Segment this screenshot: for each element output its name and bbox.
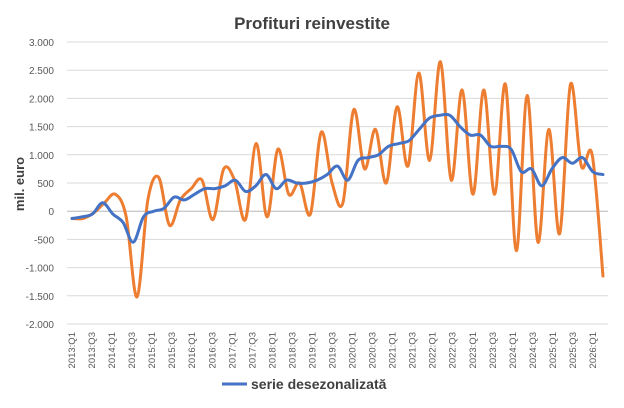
legend-label: serie desezonalizată	[251, 376, 387, 392]
chart-title: Profituri reinvestite	[234, 14, 390, 33]
y-tick-label: 2.500	[29, 66, 54, 77]
y-tick-label: -1.500	[26, 292, 55, 303]
y-tick-label: 500	[37, 179, 54, 190]
x-tick-label: 2013:Q3	[87, 332, 98, 368]
x-tick-label: 2015:Q3	[167, 332, 178, 368]
x-tick-label: 2022:Q1	[428, 332, 439, 368]
x-tick-label: 2024:Q1	[508, 332, 519, 368]
x-tick-label: 2022:Q3	[448, 332, 459, 368]
series-seasonally-adjusted	[70, 112, 605, 244]
series-line	[70, 60, 605, 299]
x-tick-label: 2014:Q3	[127, 332, 138, 368]
x-tick-label: 2020:Q3	[368, 332, 379, 368]
y-tick-label: 3.000	[29, 38, 54, 49]
x-tick-label: 2014:Q1	[107, 332, 118, 368]
x-tick-label: 2021:Q1	[388, 332, 399, 368]
y-tick-label: 1.500	[29, 123, 54, 134]
x-tick-label: 2026:Q1	[588, 332, 599, 368]
legend: serie desezonalizată	[222, 376, 387, 392]
x-tick-label: 2019:Q1	[307, 332, 318, 368]
y-axis-label: mil. euro	[12, 157, 27, 211]
x-tick-label: 2013:Q1	[67, 332, 78, 368]
x-tick-label: 2019:Q3	[327, 332, 338, 368]
gridlines	[67, 41, 608, 325]
y-tick-label: 0	[48, 207, 54, 218]
y-tick-label: 2.000	[29, 94, 54, 105]
x-tick-label: 2025:Q3	[568, 332, 579, 368]
x-tick-label: 2016:Q3	[207, 332, 218, 368]
x-tick-label: 2018:Q3	[287, 332, 298, 368]
x-tick-label: 2017:Q3	[247, 332, 258, 368]
x-axis-tick-labels: 2013:Q1 2013:Q3 2014:Q1 2014:Q3 2015:Q1 2015:…	[67, 332, 599, 368]
x-tick-label: 2015:Q1	[147, 332, 158, 368]
series-lines	[70, 60, 605, 299]
x-tick-label: 2025:Q1	[548, 332, 559, 368]
x-tick-label: 2018:Q1	[267, 332, 278, 368]
y-axis-tick-labels: -2.000 -1.500 -1.000 -500 0 500 1.000 1.500 2.00…	[26, 38, 55, 331]
x-tick-label: 2024:Q3	[528, 332, 539, 368]
y-tick-label: -1.000	[26, 264, 55, 275]
x-tick-label: 2020:Q1	[348, 332, 359, 368]
x-tick-label: 2023:Q3	[488, 332, 499, 368]
x-tick-label: 2023:Q1	[468, 332, 479, 368]
y-tick-label: -500	[34, 235, 54, 246]
x-tick-label: 2021:Q3	[408, 332, 419, 368]
x-tick-label: 2017:Q1	[227, 332, 238, 368]
series-raw	[70, 60, 605, 299]
y-tick-label: 1.000	[29, 151, 54, 162]
y-tick-label: -2.000	[26, 320, 55, 331]
x-tick-label: 2016:Q1	[187, 332, 198, 368]
